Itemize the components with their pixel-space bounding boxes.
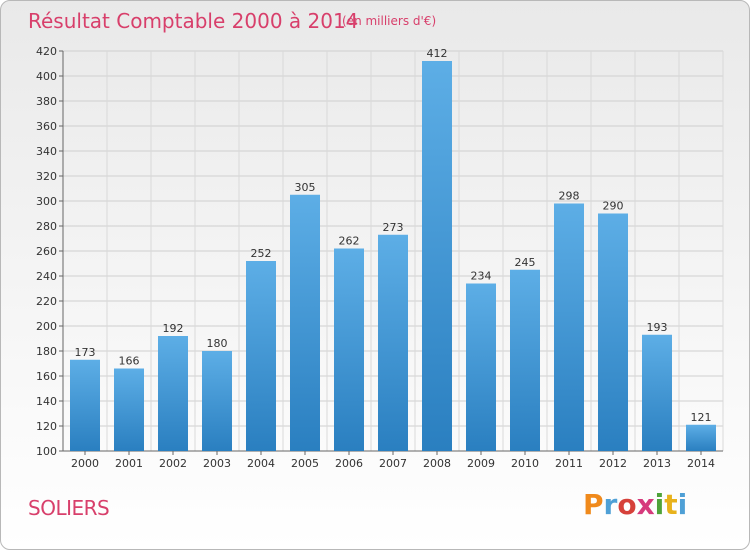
y-tick-label: 300	[36, 195, 57, 208]
data-label-2006: 262	[339, 235, 360, 248]
bar-2007	[378, 234, 408, 451]
bar-2006	[334, 248, 364, 451]
bar-2014	[686, 424, 716, 451]
y-tick-label: 180	[36, 345, 57, 358]
city-name: SOLIERS	[28, 496, 110, 520]
y-tick-label: 260	[36, 245, 57, 258]
y-tick-label: 280	[36, 220, 57, 233]
bar-2004	[246, 261, 276, 451]
y-tick-label: 240	[36, 270, 57, 283]
data-label-2005: 305	[295, 181, 316, 194]
logo-letter: x	[636, 488, 655, 521]
chart-subtitle: (en milliers d'€)	[342, 14, 437, 28]
data-label-2008: 412	[427, 47, 448, 60]
bar-2001	[114, 368, 144, 451]
bar-2002	[158, 336, 188, 451]
data-label-2000: 173	[75, 346, 96, 359]
x-tick-label-2008: 2008	[423, 457, 451, 470]
bar-2013	[642, 334, 672, 451]
data-label-2014: 121	[691, 411, 712, 424]
bar-2003	[202, 351, 232, 451]
bar-2005	[290, 194, 320, 451]
x-tick-label-2003: 2003	[203, 457, 231, 470]
y-tick-label: 100	[36, 445, 57, 458]
y-tick-label: 360	[36, 120, 57, 133]
y-tick-label: 160	[36, 370, 57, 383]
data-label-2002: 192	[163, 322, 184, 335]
chart-title: Résultat Comptable 2000 à 2014	[28, 9, 359, 33]
logo-letter: o	[617, 488, 637, 521]
x-tick-label-2012: 2012	[599, 457, 627, 470]
data-label-2010: 245	[515, 256, 536, 269]
data-label-2009: 234	[471, 270, 492, 283]
logo-letter: r	[603, 488, 618, 521]
data-label-2012: 290	[603, 200, 624, 213]
y-tick-label: 420	[36, 45, 57, 58]
x-tick-label-2013: 2013	[643, 457, 671, 470]
y-tick-label: 340	[36, 145, 57, 158]
x-tick-label-2001: 2001	[115, 457, 143, 470]
logo-letter: P	[583, 488, 604, 521]
y-tick-label: 140	[36, 395, 57, 408]
data-label-2004: 252	[251, 247, 272, 260]
y-tick-label: 380	[36, 95, 57, 108]
bar-2000	[70, 359, 100, 451]
y-tick-label: 200	[36, 320, 57, 333]
x-tick-label-2005: 2005	[291, 457, 319, 470]
x-tick-label-2007: 2007	[379, 457, 407, 470]
data-label-2001: 166	[119, 355, 140, 368]
data-label-2007: 273	[383, 221, 404, 234]
data-label-2003: 180	[207, 337, 228, 350]
y-tick-label: 320	[36, 170, 57, 183]
y-tick-label: 400	[36, 70, 57, 83]
logo-letter: t	[664, 488, 678, 521]
x-tick-label-2009: 2009	[467, 457, 495, 470]
logo-letter: i	[654, 488, 665, 521]
logo-letter: i	[677, 488, 688, 521]
data-label-2013: 193	[647, 321, 668, 334]
data-label-2011: 298	[559, 190, 580, 203]
bar-2012	[598, 213, 628, 451]
x-tick-label-2002: 2002	[159, 457, 187, 470]
x-tick-label-2004: 2004	[247, 457, 275, 470]
x-tick-label-2006: 2006	[335, 457, 363, 470]
y-tick-label: 120	[36, 420, 57, 433]
proxiti-logo[interactable]: Proxiti	[583, 488, 687, 521]
y-tick-label: 220	[36, 295, 57, 308]
x-tick-label-2014: 2014	[687, 457, 715, 470]
bar-2009	[466, 283, 496, 451]
x-tick-label-2011: 2011	[555, 457, 583, 470]
bar-2011	[554, 203, 584, 451]
x-tick-label-2010: 2010	[511, 457, 539, 470]
bar-2008	[422, 61, 452, 451]
bar-2010	[510, 269, 540, 451]
x-tick-label-2000: 2000	[71, 457, 99, 470]
